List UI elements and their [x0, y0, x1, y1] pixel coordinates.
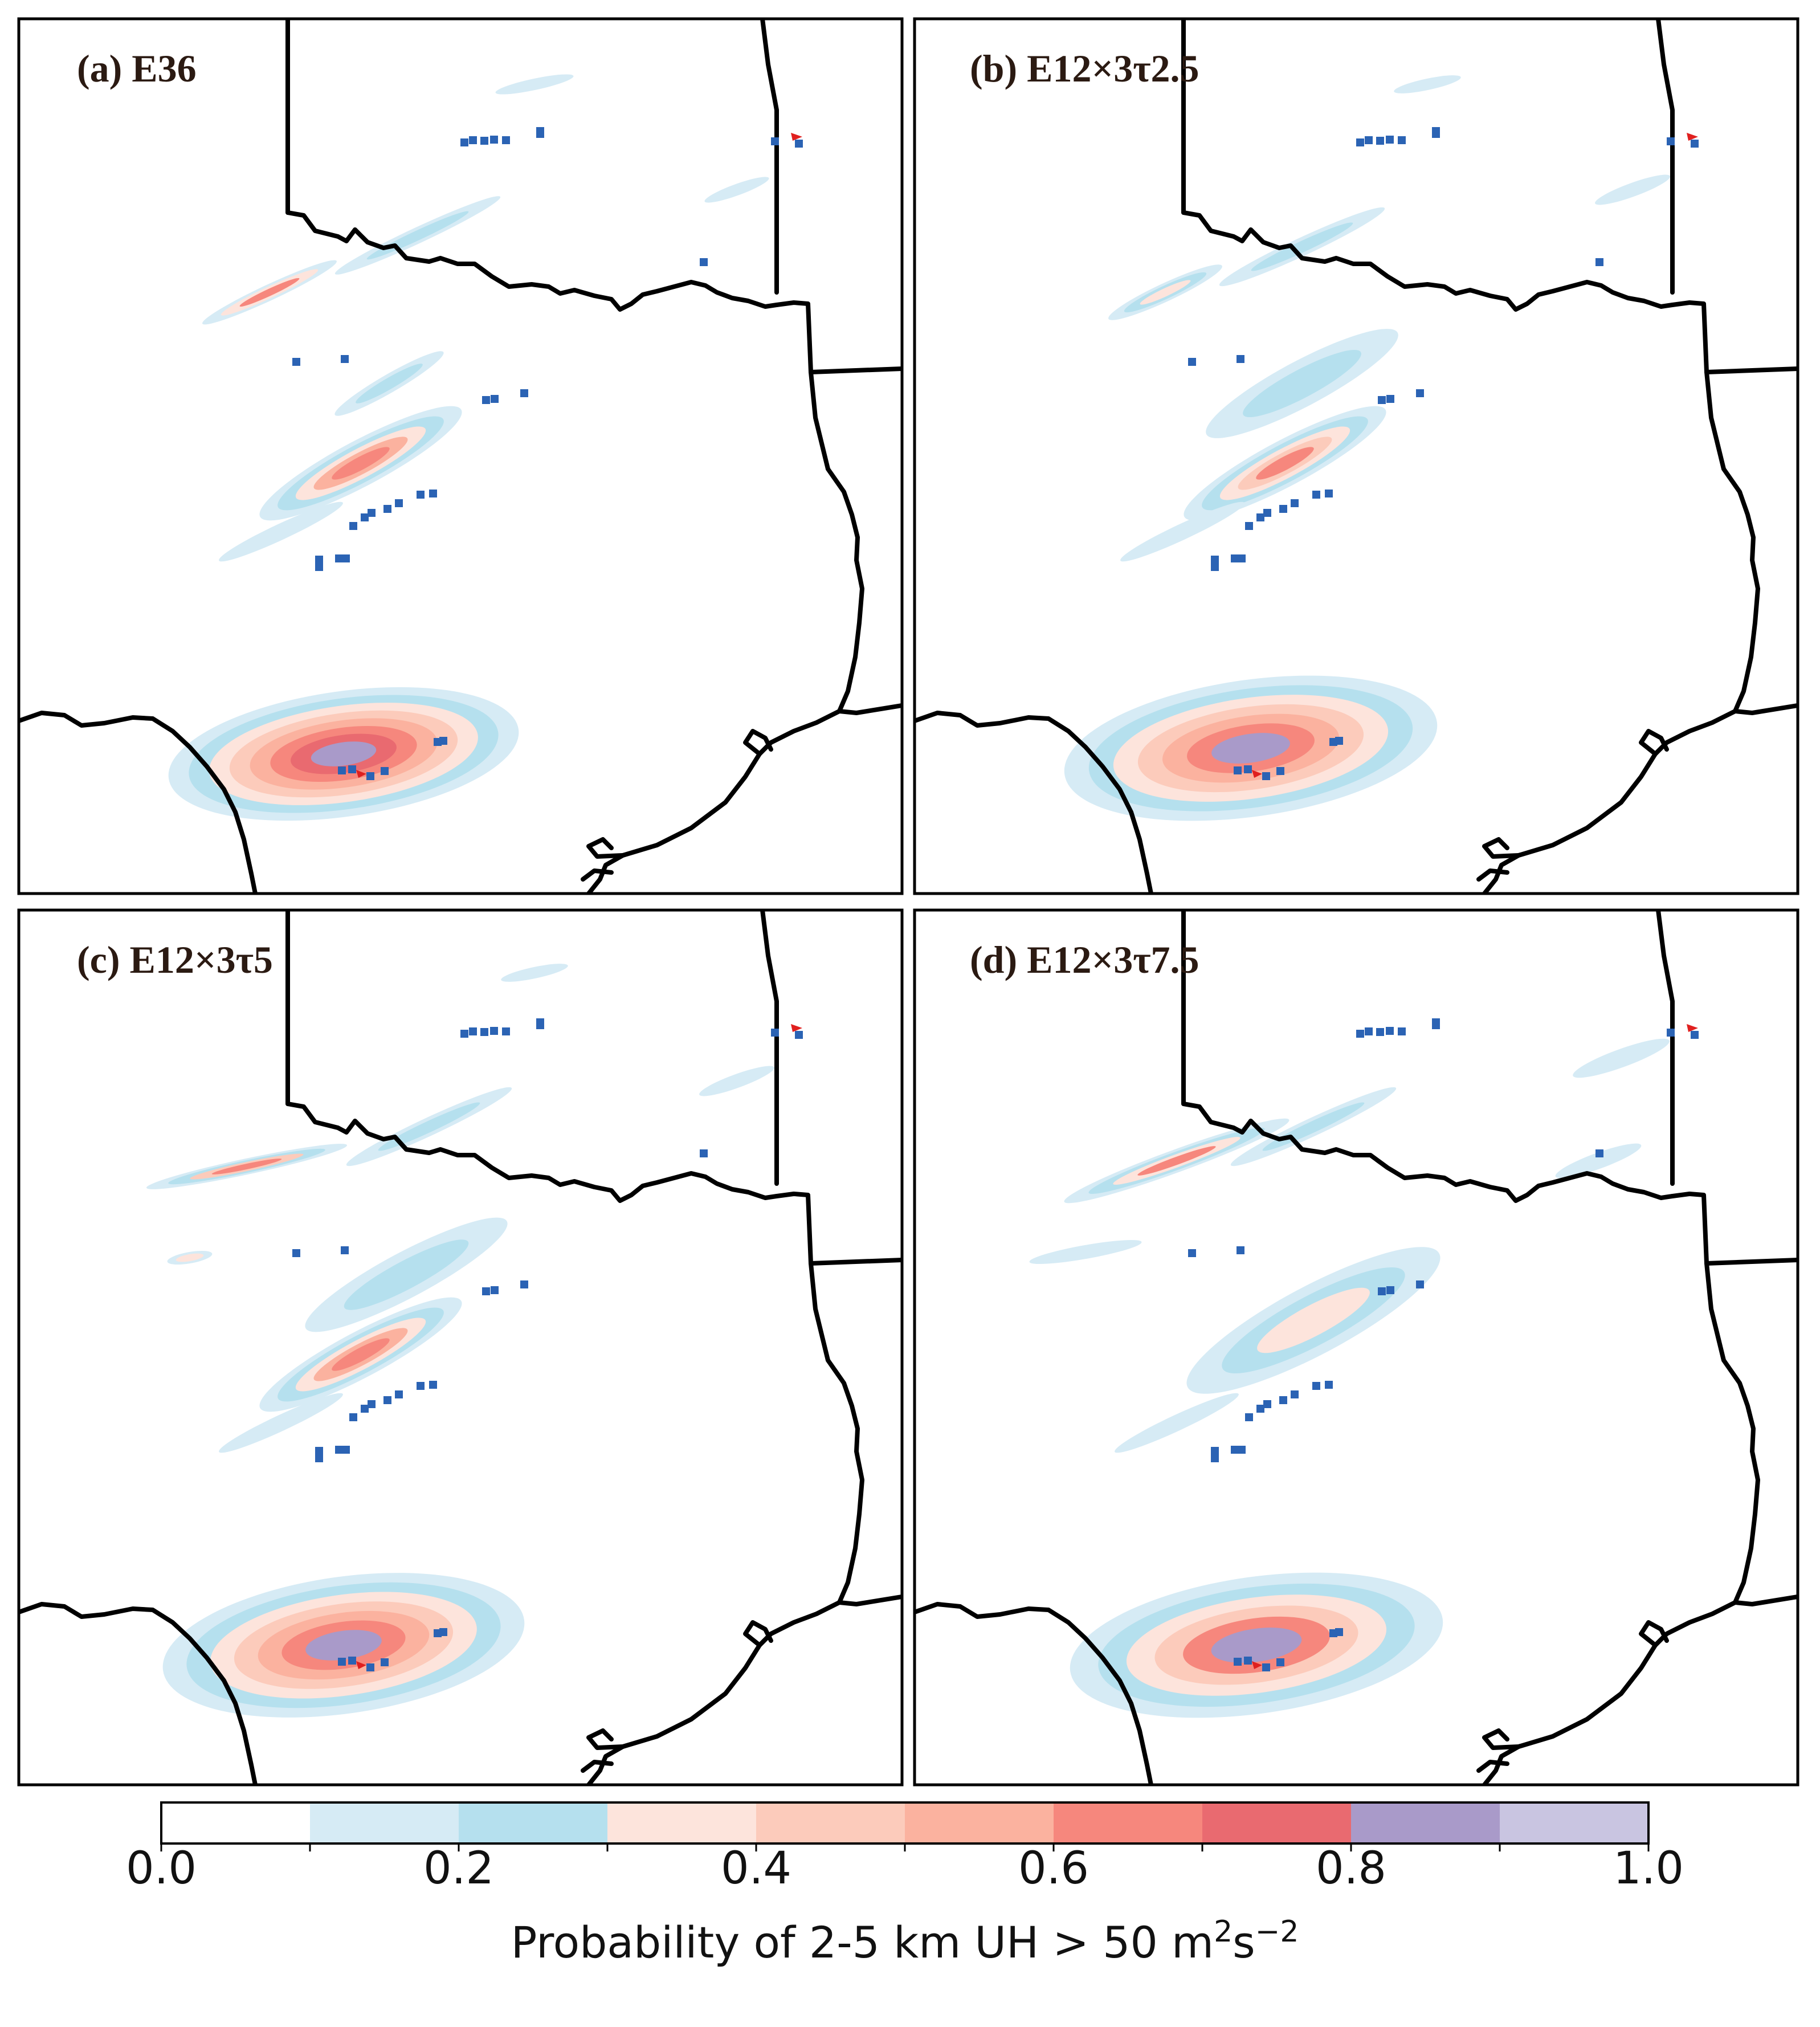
uh-probability-contours [1029, 1038, 1670, 1718]
colorbar-tick-label: 0.6 [1018, 1843, 1089, 1894]
probability-contour [356, 364, 423, 403]
probability-contour [1137, 1146, 1216, 1176]
probability-contour [1211, 733, 1290, 764]
probability-contour [311, 741, 377, 766]
uh-probability-contours [168, 74, 769, 821]
probability-contour [305, 1630, 382, 1661]
probability-contour [1257, 1287, 1370, 1353]
probability-contour [501, 964, 568, 982]
colorbar-tick-label: 0.2 [423, 1843, 494, 1894]
colorbar-swatch [310, 1802, 459, 1844]
colorbar-swatch [1351, 1802, 1500, 1844]
probability-contour [1555, 1143, 1642, 1178]
probability-contour [1140, 280, 1191, 305]
probability-contour [1029, 1239, 1142, 1265]
panel-title: (c) E12×3τ5 [77, 938, 273, 981]
probability-contour [332, 1338, 390, 1371]
probability-contour [1573, 1038, 1670, 1078]
colorbar-swatch [459, 1802, 608, 1844]
colorbar-swatch [905, 1802, 1054, 1844]
probability-contour [1595, 174, 1670, 205]
map-panel: (a) E36 [17, 17, 904, 895]
probability-contour [495, 74, 574, 95]
map-panel: (b) E12×3τ2.5 [913, 17, 1799, 895]
uh-probability-contours [146, 964, 774, 1718]
probability-contour [239, 278, 300, 307]
panel-title: (b) E12×3τ2.5 [970, 47, 1199, 90]
probability-contour [211, 1159, 282, 1174]
colorbar-label: Probability of 2-5 km UH > 50 m2s−2 [511, 1915, 1299, 1968]
probability-contour [1251, 222, 1353, 271]
probability-contour [1211, 1628, 1302, 1663]
colorbar-tick-label: 0.8 [1316, 1843, 1386, 1894]
probability-contour [1394, 75, 1461, 93]
colorbar-tick-label: 0.0 [126, 1843, 197, 1894]
probability-contour [332, 447, 390, 480]
map-panel: (d) E12×3τ7.5 [913, 908, 1799, 1787]
probability-contour [1243, 349, 1361, 418]
colorbar: 0.0 0.2 0.4 0.6 0.8 1.0 Probability of 2-5 km… [126, 1801, 1684, 1968]
colorbar-swatch [756, 1802, 905, 1844]
probability-contour [219, 1393, 343, 1453]
colorbar-swatch [1054, 1802, 1203, 1844]
colorbar-swatch [161, 1802, 311, 1844]
colorbar-swatch [1202, 1802, 1352, 1844]
colorbar-tick-label: 1.0 [1613, 1843, 1684, 1894]
probability-contour [176, 1253, 204, 1262]
panel-title: (d) E12×3τ7.5 [970, 938, 1199, 981]
colorbar-swatch [1500, 1802, 1649, 1844]
colorbar-swatch [607, 1802, 757, 1844]
probability-contour [219, 501, 343, 562]
probability-contour [704, 177, 769, 203]
probability-contour [1120, 501, 1244, 562]
probability-contour [1256, 447, 1314, 480]
probability-contour [1115, 1393, 1239, 1453]
uh-probability-contours [1064, 75, 1670, 821]
panel-title: (a) E36 [77, 47, 197, 90]
colorbar-tick-label: 0.4 [721, 1843, 791, 1894]
probability-contour [378, 1102, 480, 1151]
probability-contour [344, 1239, 469, 1310]
probability-contour [699, 1066, 774, 1096]
map-panel: (c) E12×3τ5 [17, 908, 904, 1787]
